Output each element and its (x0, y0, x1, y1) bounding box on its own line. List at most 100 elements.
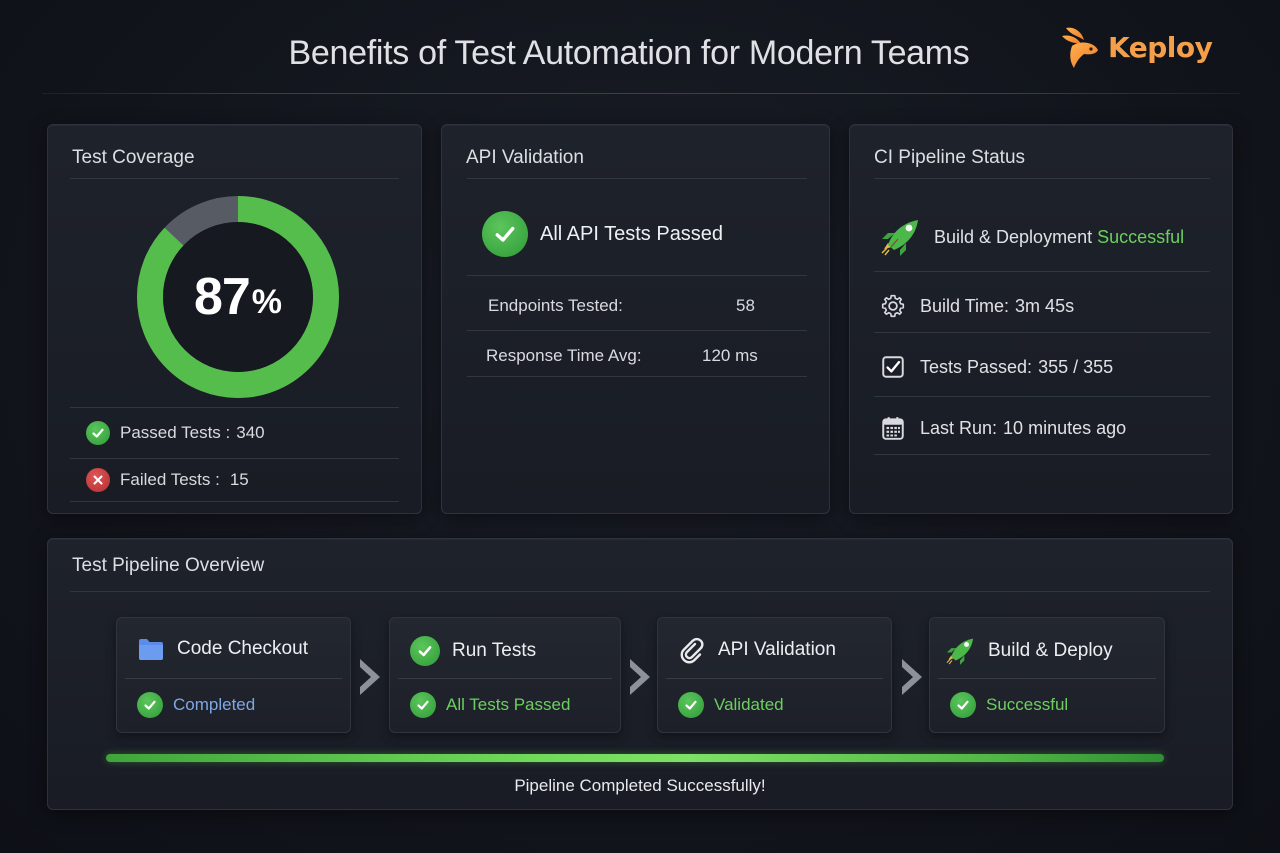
pipeline-overview-card: Test Pipeline Overview Code Checkout Com… (47, 538, 1233, 810)
build-time-label: Build Time: (920, 295, 1010, 316)
rabbit-logo-icon (1062, 27, 1098, 68)
x-circle-icon (86, 468, 110, 492)
check-circle-icon (137, 692, 163, 718)
page-title-text: Benefits of Test Automation for Modern T… (288, 34, 970, 72)
divider (938, 678, 1156, 679)
check-circle-icon (86, 421, 110, 445)
divider (125, 678, 342, 679)
coverage-percent-symbol: % (251, 282, 283, 321)
step-status-text: All Tests Passed (446, 695, 571, 714)
endpoints-tested-label: Endpoints Tested: (488, 296, 623, 315)
pipeline-step-run-tests[interactable]: Run Tests All Tests Passed (389, 617, 621, 733)
checkbox-icon (882, 356, 904, 378)
step-status: Completed (137, 692, 255, 718)
build-deploy-status-row: Build & Deployment Successful (878, 217, 1184, 257)
card-title: Test Coverage (72, 147, 195, 168)
tests-passed-row: Tests Passed: 355 / 355 (880, 354, 1113, 380)
check-circle-icon (950, 692, 976, 718)
tests-passed-value: 355 / 355 (1038, 356, 1114, 377)
passed-tests-value: 340 (236, 423, 265, 442)
build-time-value: 3m 45s (1015, 295, 1075, 316)
divider (467, 376, 807, 377)
step-status: Validated (678, 692, 784, 718)
calendar-icon (882, 417, 904, 440)
divider (874, 396, 1210, 397)
test-coverage-card: Test Coverage 87% Passed Tests : 340 Fai… (47, 124, 422, 514)
build-deploy-status: Successful (1097, 226, 1185, 247)
step-status-text: Validated (714, 695, 784, 714)
pipeline-step-api-validation[interactable]: API Validation Validated (657, 617, 892, 733)
chevron-right-icon (360, 659, 380, 695)
rocket-icon (946, 638, 974, 665)
gear-icon (881, 294, 905, 318)
pipeline-step-code-checkout[interactable]: Code Checkout Completed (116, 617, 351, 733)
divider (467, 275, 807, 276)
divider (874, 332, 1210, 333)
tests-passed-label: Tests Passed: (920, 356, 1033, 377)
divider (70, 458, 399, 459)
last-run-label: Last Run: (920, 417, 998, 438)
step-header: Run Tests (410, 636, 536, 666)
step-name: Code Checkout (177, 638, 308, 659)
api-validation-card: API Validation All API Tests Passed Endp… (441, 124, 830, 514)
page-title: Benefits of Test Automation for Modern T… (0, 34, 1280, 73)
card-title: CI Pipeline Status (874, 147, 1026, 168)
step-status-text: Successful (986, 695, 1069, 714)
step-header: Code Checkout (137, 636, 308, 662)
divider (467, 178, 807, 179)
step-name: API Validation (718, 639, 836, 660)
folder-icon (139, 639, 163, 660)
build-time-row: Build Time: 3m 45s (880, 293, 1074, 319)
divider (70, 591, 1210, 592)
keploy-logo[interactable]: Keploy (1060, 24, 1213, 70)
divider (467, 330, 807, 331)
step-name: Run Tests (452, 640, 537, 661)
last-run-row: Last Run: 10 minutes ago (880, 415, 1126, 441)
step-header: Build & Deploy (944, 636, 1113, 666)
response-time-label: Response Time Avg: (486, 346, 642, 365)
response-time-value: 120 ms (702, 346, 758, 365)
build-deploy-headline: Build & Deployment Successful (934, 227, 1184, 248)
divider (70, 178, 399, 179)
coverage-percent-label: 87% (136, 195, 340, 399)
passed-tests-label: Passed Tests : (120, 423, 231, 442)
failed-tests-row: Failed Tests : 15 (86, 468, 249, 492)
step-header: API Validation (678, 636, 836, 664)
pipeline-progress-bar (106, 754, 1164, 762)
check-circle-icon (410, 692, 436, 718)
divider (666, 678, 883, 679)
coverage-donut-chart (137, 196, 339, 398)
build-deploy-label: Build & Deployment (934, 226, 1093, 247)
check-circle-icon (410, 636, 440, 666)
divider (874, 271, 1210, 272)
chevron-right-icon (630, 659, 650, 695)
step-status: Successful (950, 692, 1068, 718)
divider (70, 501, 399, 502)
step-status: All Tests Passed (410, 692, 570, 718)
pipeline-completion-message: Pipeline Completed Successfully! (514, 776, 766, 795)
header-divider (42, 93, 1240, 94)
check-circle-icon (678, 692, 704, 718)
check-circle-icon (482, 211, 528, 257)
step-status-text: Completed (173, 695, 256, 714)
rocket-icon (881, 220, 918, 256)
failed-tests-value: 15 (229, 470, 249, 489)
passed-tests-row: Passed Tests : 340 (86, 421, 265, 445)
divider (70, 407, 399, 408)
pipeline-step-build-deploy[interactable]: Build & Deploy Successful (929, 617, 1165, 733)
last-run-value: 10 minutes ago (1003, 417, 1127, 438)
paperclip-icon (680, 637, 704, 664)
api-status-row: All API Tests Passed (482, 211, 723, 257)
chevron-right-icon (902, 659, 922, 695)
card-title: Test Pipeline Overview (72, 555, 265, 576)
failed-tests-label: Failed Tests : (120, 470, 220, 489)
endpoints-tested-value: 58 (736, 296, 755, 315)
ci-pipeline-card: CI Pipeline Status Build & Deployment Su… (849, 124, 1233, 514)
api-status-text: All API Tests Passed (540, 222, 724, 245)
logo-text: Keploy (1108, 30, 1213, 64)
coverage-percent-value: 87 (193, 268, 251, 326)
divider (398, 678, 612, 679)
divider (874, 178, 1210, 179)
card-title: API Validation (466, 147, 584, 168)
